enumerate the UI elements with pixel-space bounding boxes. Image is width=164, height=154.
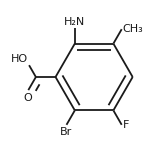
Text: H₂N: H₂N [64, 17, 85, 27]
Text: O: O [23, 93, 32, 103]
Text: CH₃: CH₃ [123, 24, 143, 34]
Text: Br: Br [60, 127, 73, 137]
Text: F: F [123, 120, 130, 130]
Text: HO: HO [10, 54, 28, 64]
